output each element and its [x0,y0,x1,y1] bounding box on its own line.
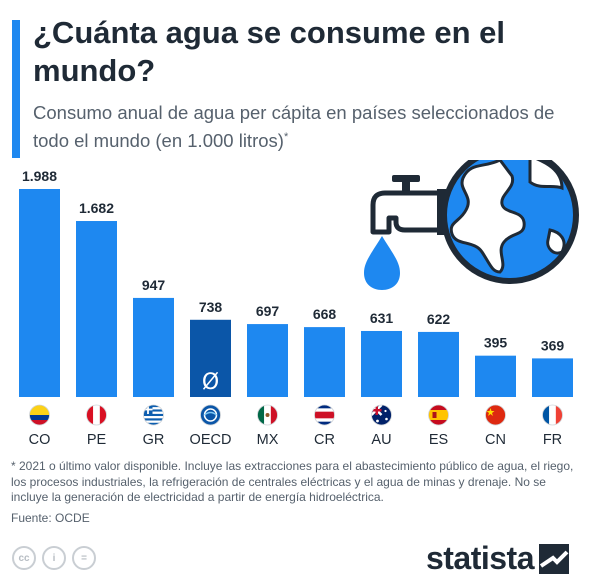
bar-fr [532,358,573,397]
value-label-cr: 668 [313,306,337,322]
costa-rica-flag-icon [314,404,335,426]
value-label-fr: 369 [541,337,565,353]
value-label-co: 1.988 [22,168,57,184]
category-label-pe: PE [87,432,107,448]
category-labels-group: CO PE GR OECD MX CR AU ES CN FR [29,432,563,448]
water-drop-icon [364,236,400,290]
chart-subtitle: Consumo anual de agua per cápita en país… [33,100,581,153]
china-flag-icon [485,404,506,426]
category-label-fr: FR [543,432,562,448]
category-label-cr: CR [314,432,335,448]
value-label-mx: 697 [256,303,280,319]
creative-commons-icon[interactable]: cc [12,546,36,570]
source: Fuente: OCDE [11,511,90,525]
subtitle-text: Consumo anual de agua per cápita en país… [33,102,555,152]
bar-cr [304,327,345,397]
peru-flag-icon [86,404,107,426]
attribution-icon[interactable]: i [42,546,66,570]
bar-pe [76,221,117,397]
bar-cn [475,355,516,397]
category-label-cn: CN [485,432,506,448]
flags-group [29,404,563,426]
category-label-oecd: OECD [190,432,232,448]
chart-title: ¿Cuánta agua se consume en el mundo? [33,15,506,88]
bars-group: Ø [19,189,573,397]
oecd-logo-icon [200,404,221,426]
mexico-flag-icon [257,404,278,426]
value-label-gr: 947 [142,277,166,293]
globe-icon [441,160,579,284]
license-icons: cc i = [12,546,96,570]
greece-flag-icon [143,404,164,426]
value-label-cn: 395 [484,335,508,351]
colombia-flag-icon [29,404,50,426]
value-labels-group: 1.988 1.682 947 738 697 668 631 622 395 369 [22,168,564,353]
faucet-globe-illustration [364,160,579,290]
bar-chart: Ø 1.988 1.682 947 738 697 668 631 622 395 369 CO P… [19,160,579,448]
category-label-gr: GR [143,432,165,448]
category-label-mx: MX [257,432,279,448]
faucet-icon [370,175,446,235]
bar-co [19,189,60,397]
footnote: * 2021 o último valor disponible. Incluy… [11,459,574,504]
value-label-pe: 1.682 [79,200,114,216]
category-label-es: ES [429,432,448,448]
statista-logo-mark-icon [539,543,569,574]
bar-es [418,331,459,397]
subtitle-footnote-mark: * [283,131,289,143]
statista-logo[interactable]: statista [426,540,569,577]
australia-flag-icon [371,404,392,426]
bar-mx [247,324,288,397]
category-label-co: CO [29,432,51,448]
bar-au [361,330,402,397]
title-accent-bar [12,20,20,158]
france-flag-icon [542,404,563,426]
no-derivatives-icon[interactable]: = [72,546,96,570]
bar-oecd [190,319,231,397]
value-label-es: 622 [427,311,451,327]
oecd-average-symbol: Ø [202,370,219,395]
bar-gr [133,297,174,397]
spain-flag-icon [428,404,449,426]
value-label-au: 631 [370,310,394,326]
category-label-au: AU [371,432,391,448]
statista-logo-text: statista [425,540,535,576]
value-label-oecd: 738 [199,299,223,315]
